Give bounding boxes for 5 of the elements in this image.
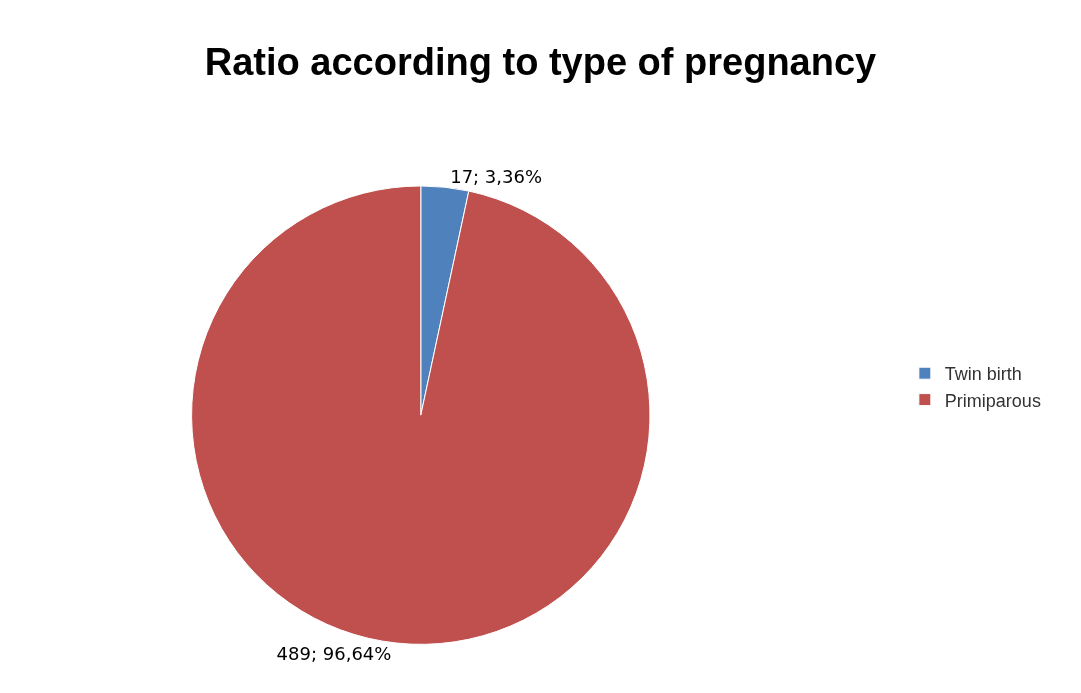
data-label: 489; 96,64% xyxy=(276,642,392,664)
data-label: 17; 3,36% xyxy=(450,166,543,188)
legend-label: Primiparous xyxy=(944,390,1041,411)
chart-title: Ratio according to type of pregnancy xyxy=(204,41,877,84)
legend-label: Twin birth xyxy=(944,364,1022,385)
